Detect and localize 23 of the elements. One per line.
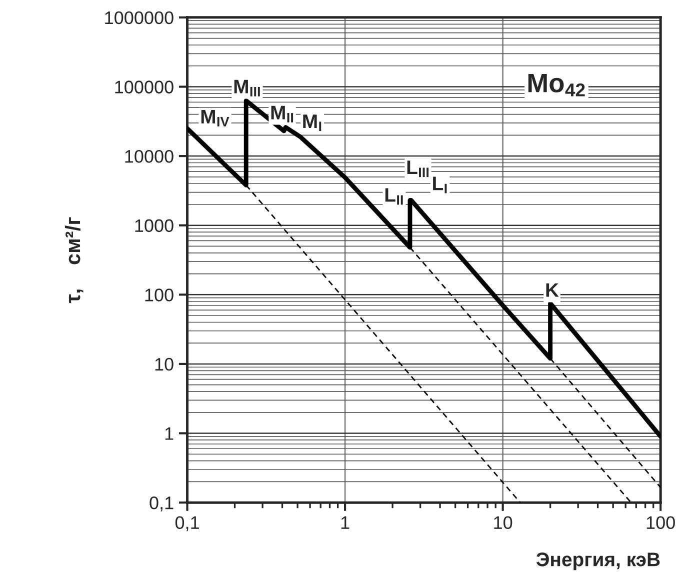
x-tick-label: 10	[494, 516, 512, 530]
y-tick-label: 10	[155, 358, 174, 371]
y-tick-label: 10000	[125, 150, 174, 163]
y-tick-label: 100000	[115, 80, 174, 94]
annotation: L$_{I}$	[433, 176, 447, 194]
y-tick-label: 1000	[135, 219, 174, 232]
annotation: M$_{III}$	[234, 80, 260, 96]
annotation: M$_{I}$	[303, 114, 322, 132]
annotation: M$_{II}$	[271, 106, 294, 122]
y-tick-label: 1000000	[105, 11, 174, 24]
annotation: Mo$_{42}$	[528, 74, 585, 96]
annotation: K	[546, 283, 559, 297]
x-axis-title: Энергия, кэВ	[536, 552, 660, 570]
x-tick-label: 1	[341, 516, 350, 529]
y-axis-title: τ, см²/г	[64, 217, 84, 304]
y-tick-label: 1	[165, 427, 174, 440]
y-tick-label: 100	[145, 288, 174, 302]
annotation: M$_{IV}$	[201, 110, 230, 126]
x-tick-label: 100	[646, 516, 675, 530]
x-tick-label: 0,1	[175, 516, 199, 532]
annotation: L$_{II}$	[385, 188, 403, 205]
y-tick-label: 0,1	[150, 496, 174, 512]
annotation: L$_{III}$	[407, 160, 429, 178]
